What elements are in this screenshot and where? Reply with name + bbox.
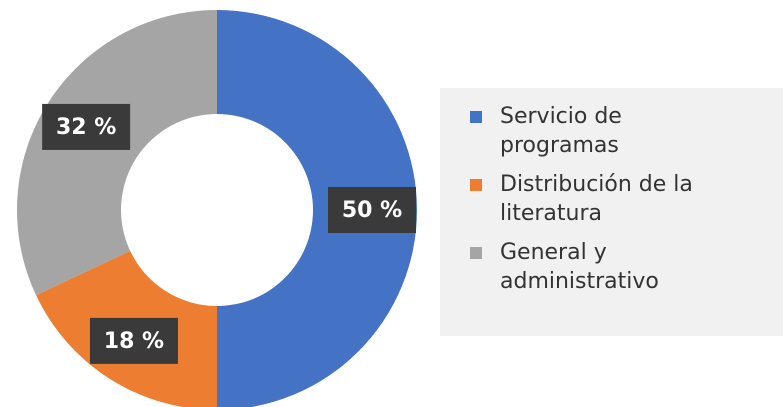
legend: Servicio de programas Distribución de la … xyxy=(440,88,783,336)
legend-label: General y administrativo xyxy=(500,240,659,294)
legend-item: Distribución de la literatura xyxy=(470,170,783,228)
label-box xyxy=(42,103,131,150)
legend-swatch xyxy=(470,111,482,123)
legend-label: Distribución de la literatura xyxy=(500,172,693,226)
donut-area: 50 % 18 % 32 % xyxy=(17,10,417,407)
legend-item: Servicio de programas xyxy=(470,102,783,160)
data-label: 18 % xyxy=(104,329,164,354)
label-box xyxy=(89,317,178,364)
data-label: 50 % xyxy=(342,198,402,223)
donut-slice xyxy=(217,10,417,407)
data-label: 32 % xyxy=(56,115,116,140)
legend-swatch xyxy=(470,179,482,191)
legend-swatch xyxy=(470,247,482,259)
legend-label: Servicio de programas xyxy=(500,104,622,158)
legend-item: General y administrativo xyxy=(470,238,783,296)
donut-slice xyxy=(17,10,217,296)
label-box xyxy=(328,187,416,233)
